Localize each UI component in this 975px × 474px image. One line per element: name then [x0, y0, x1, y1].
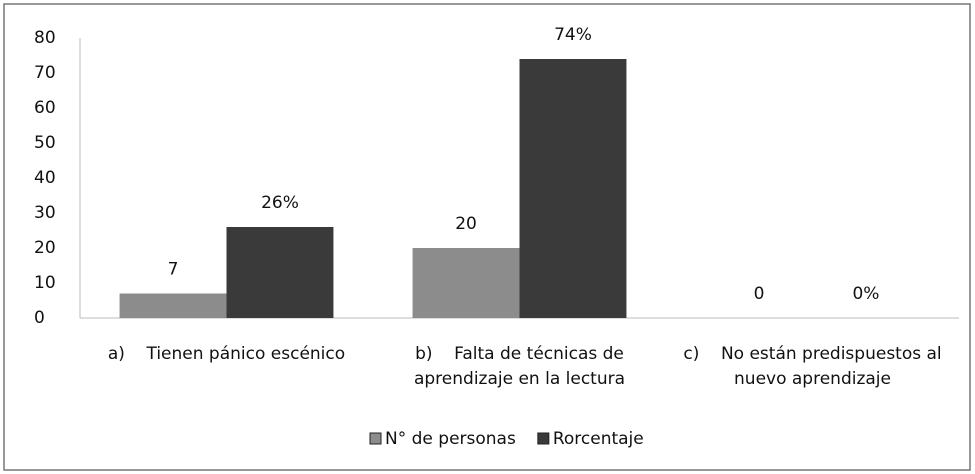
value-label: 74%	[554, 25, 592, 45]
legend-label: Rorcentaje	[553, 429, 644, 449]
legend-label: N° de personas	[385, 429, 516, 449]
x-tick-label: a) Tienen pánico escénico	[107, 344, 346, 364]
value-label: 20	[455, 214, 477, 234]
x-tick-label: c) No están predispuestos al nuevo apren…	[683, 344, 948, 389]
y-tick-label: 40	[34, 168, 56, 188]
bar	[226, 227, 334, 318]
y-tick-label: 30	[34, 203, 56, 223]
y-tick-label: 10	[34, 273, 56, 293]
y-tick-label: 80	[34, 28, 56, 48]
bar	[119, 293, 227, 318]
chart-border	[3, 3, 971, 471]
y-tick-label: 70	[34, 63, 56, 83]
value-label: 0	[754, 284, 765, 304]
y-tick-label: 20	[34, 238, 56, 258]
bar	[519, 59, 627, 318]
value-label: 0%	[852, 284, 879, 304]
value-label: 7	[168, 260, 179, 280]
y-tick-label: 0	[34, 308, 45, 328]
y-tick-label: 50	[34, 133, 56, 153]
bar	[412, 248, 520, 318]
x-tick-label: b) Falta de técnicas de aprendizaje en l…	[413, 344, 630, 389]
value-label: 26%	[261, 193, 299, 213]
legend-swatch	[369, 432, 382, 445]
y-tick-label: 60	[34, 98, 56, 118]
legend-swatch	[537, 432, 550, 445]
